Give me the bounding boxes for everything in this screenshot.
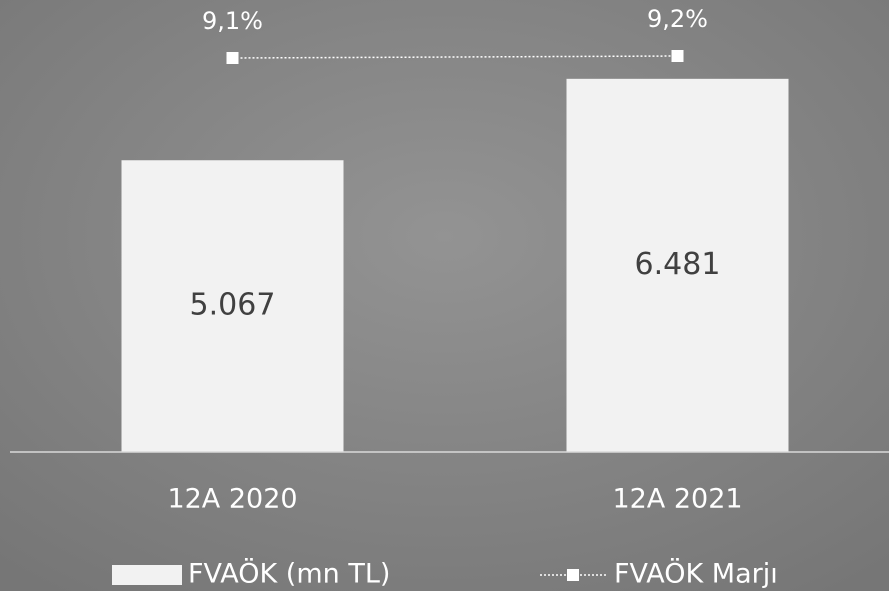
bar [121,160,344,452]
legend-swatch-marker [567,569,579,581]
legend-swatch [112,565,182,585]
bar-value-label: 5.067 [190,288,276,323]
bar-value-label: 6.481 [635,247,721,282]
x-tick-label: 12A 2020 [167,484,297,515]
line-value-label: 9,1% [202,7,263,35]
x-tick-label: 12A 2021 [612,484,742,515]
line-value-label: 9,2% [647,5,708,33]
line-marker [671,50,684,62]
bar [566,78,789,452]
legend-label: FVAÖK Marjı [614,558,778,590]
legend-label: FVAÖK (mn TL) [188,558,390,590]
line-marker [226,52,239,64]
